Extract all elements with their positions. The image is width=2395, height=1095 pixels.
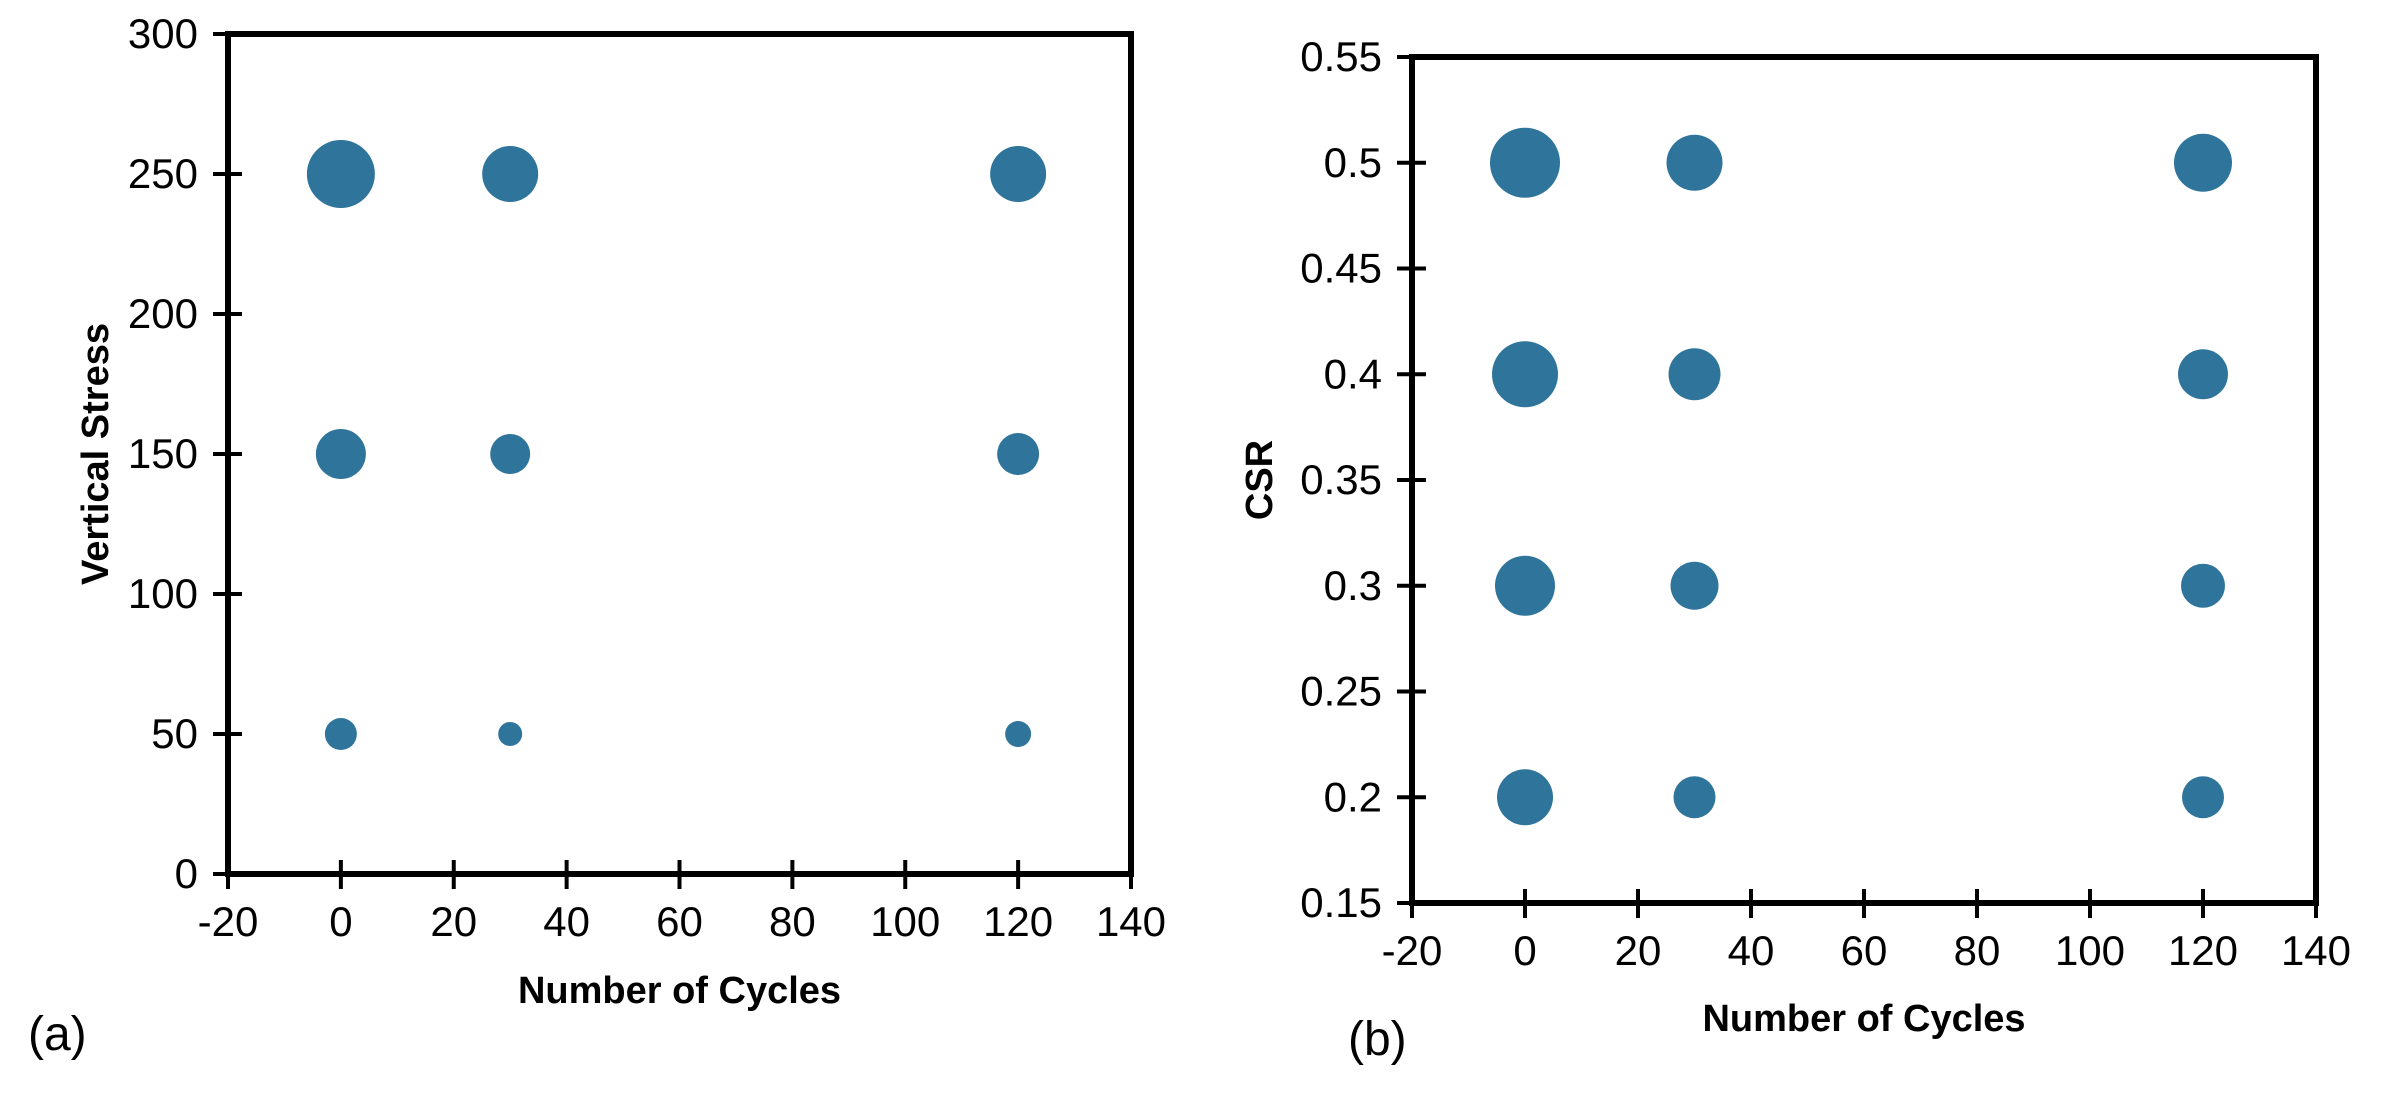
y-tick-label: 150: [128, 430, 198, 477]
x-tick-label: 60: [656, 898, 703, 945]
bubble-point: [490, 434, 531, 474]
y-tick-label: 0.55: [1300, 33, 1382, 80]
x-tick-label: 40: [1728, 927, 1775, 974]
y-axis-title: CSR: [1239, 440, 1281, 520]
x-axis-title: Number of Cycles: [1702, 998, 2025, 1040]
x-tick-label: 40: [543, 898, 590, 945]
x-tick-label: 20: [430, 898, 477, 945]
bubble-point: [1673, 776, 1716, 819]
x-tick-label: 20: [1615, 927, 1662, 974]
bubble-point: [315, 429, 366, 479]
bubble-point: [2182, 776, 2224, 819]
y-tick-label: 0.15: [1300, 879, 1382, 926]
bubble-point: [498, 722, 523, 746]
bubble-point: [1670, 561, 1719, 610]
x-axis-title: Number of Cycles: [518, 970, 841, 1012]
x-tick-label: 80: [1954, 927, 2001, 974]
panel-label: (a): [28, 1008, 87, 1061]
bubble-point: [1497, 769, 1553, 826]
x-tick-label: 120: [983, 898, 1053, 945]
y-tick-label: 0.4: [1324, 350, 1382, 397]
bubble-point: [1005, 721, 1032, 747]
bubble-point: [1495, 555, 1555, 616]
bubble-point: [482, 146, 539, 202]
bubble-point: [306, 140, 375, 208]
bubble-point: [997, 433, 1040, 475]
y-tick-label: 0.25: [1300, 668, 1382, 715]
bubble-point: [1492, 341, 1558, 408]
y-tick-label: 100: [128, 570, 198, 617]
bubble-point: [324, 718, 357, 750]
bubble-point: [2174, 133, 2232, 192]
x-tick-label: 80: [769, 898, 816, 945]
y-axis-title: Vertical Stress: [75, 323, 117, 585]
y-tick-label: 0.3: [1324, 562, 1382, 609]
bubble-point: [2178, 349, 2228, 400]
x-tick-label: -20: [1382, 927, 1443, 974]
x-tick-label: 0: [329, 898, 352, 945]
bubble-point: [1490, 127, 1560, 198]
y-tick-label: 0.45: [1300, 245, 1382, 292]
y-tick-label: 200: [128, 290, 198, 337]
chart-panel-a: -20 0 20 40 60 80 100 120 140050100150200250300N…: [28, 10, 1166, 1061]
bubble-point: [1668, 348, 1721, 401]
panel-label: (b): [1348, 1013, 1407, 1066]
chart-panel-b: -20 0 20 40 60 80 100 120 140 0.15 0.2 0.25 0.3 0.35 0…: [1239, 33, 2351, 1066]
y-tick-label: 250: [128, 150, 198, 197]
bubble-point: [1666, 134, 1723, 191]
x-tick-label: 120: [2168, 927, 2238, 974]
x-tick-label: 140: [2281, 927, 2351, 974]
bubble-point: [2181, 563, 2225, 608]
x-tick-label: -20: [198, 898, 259, 945]
x-tick-label: 100: [870, 898, 940, 945]
y-tick-label: 300: [128, 10, 198, 57]
y-tick-label: 0.2: [1324, 773, 1382, 820]
y-tick-label: 0.35: [1300, 456, 1382, 503]
x-tick-label: 100: [2055, 927, 2125, 974]
y-tick-label: 0.5: [1324, 139, 1382, 186]
x-tick-label: 0: [1513, 927, 1536, 974]
y-tick-label: 50: [151, 710, 198, 757]
bubble-point: [990, 146, 1047, 202]
y-tick-label: 0: [175, 850, 198, 897]
x-tick-label: 140: [1096, 898, 1166, 945]
x-tick-label: 60: [1841, 927, 1888, 974]
